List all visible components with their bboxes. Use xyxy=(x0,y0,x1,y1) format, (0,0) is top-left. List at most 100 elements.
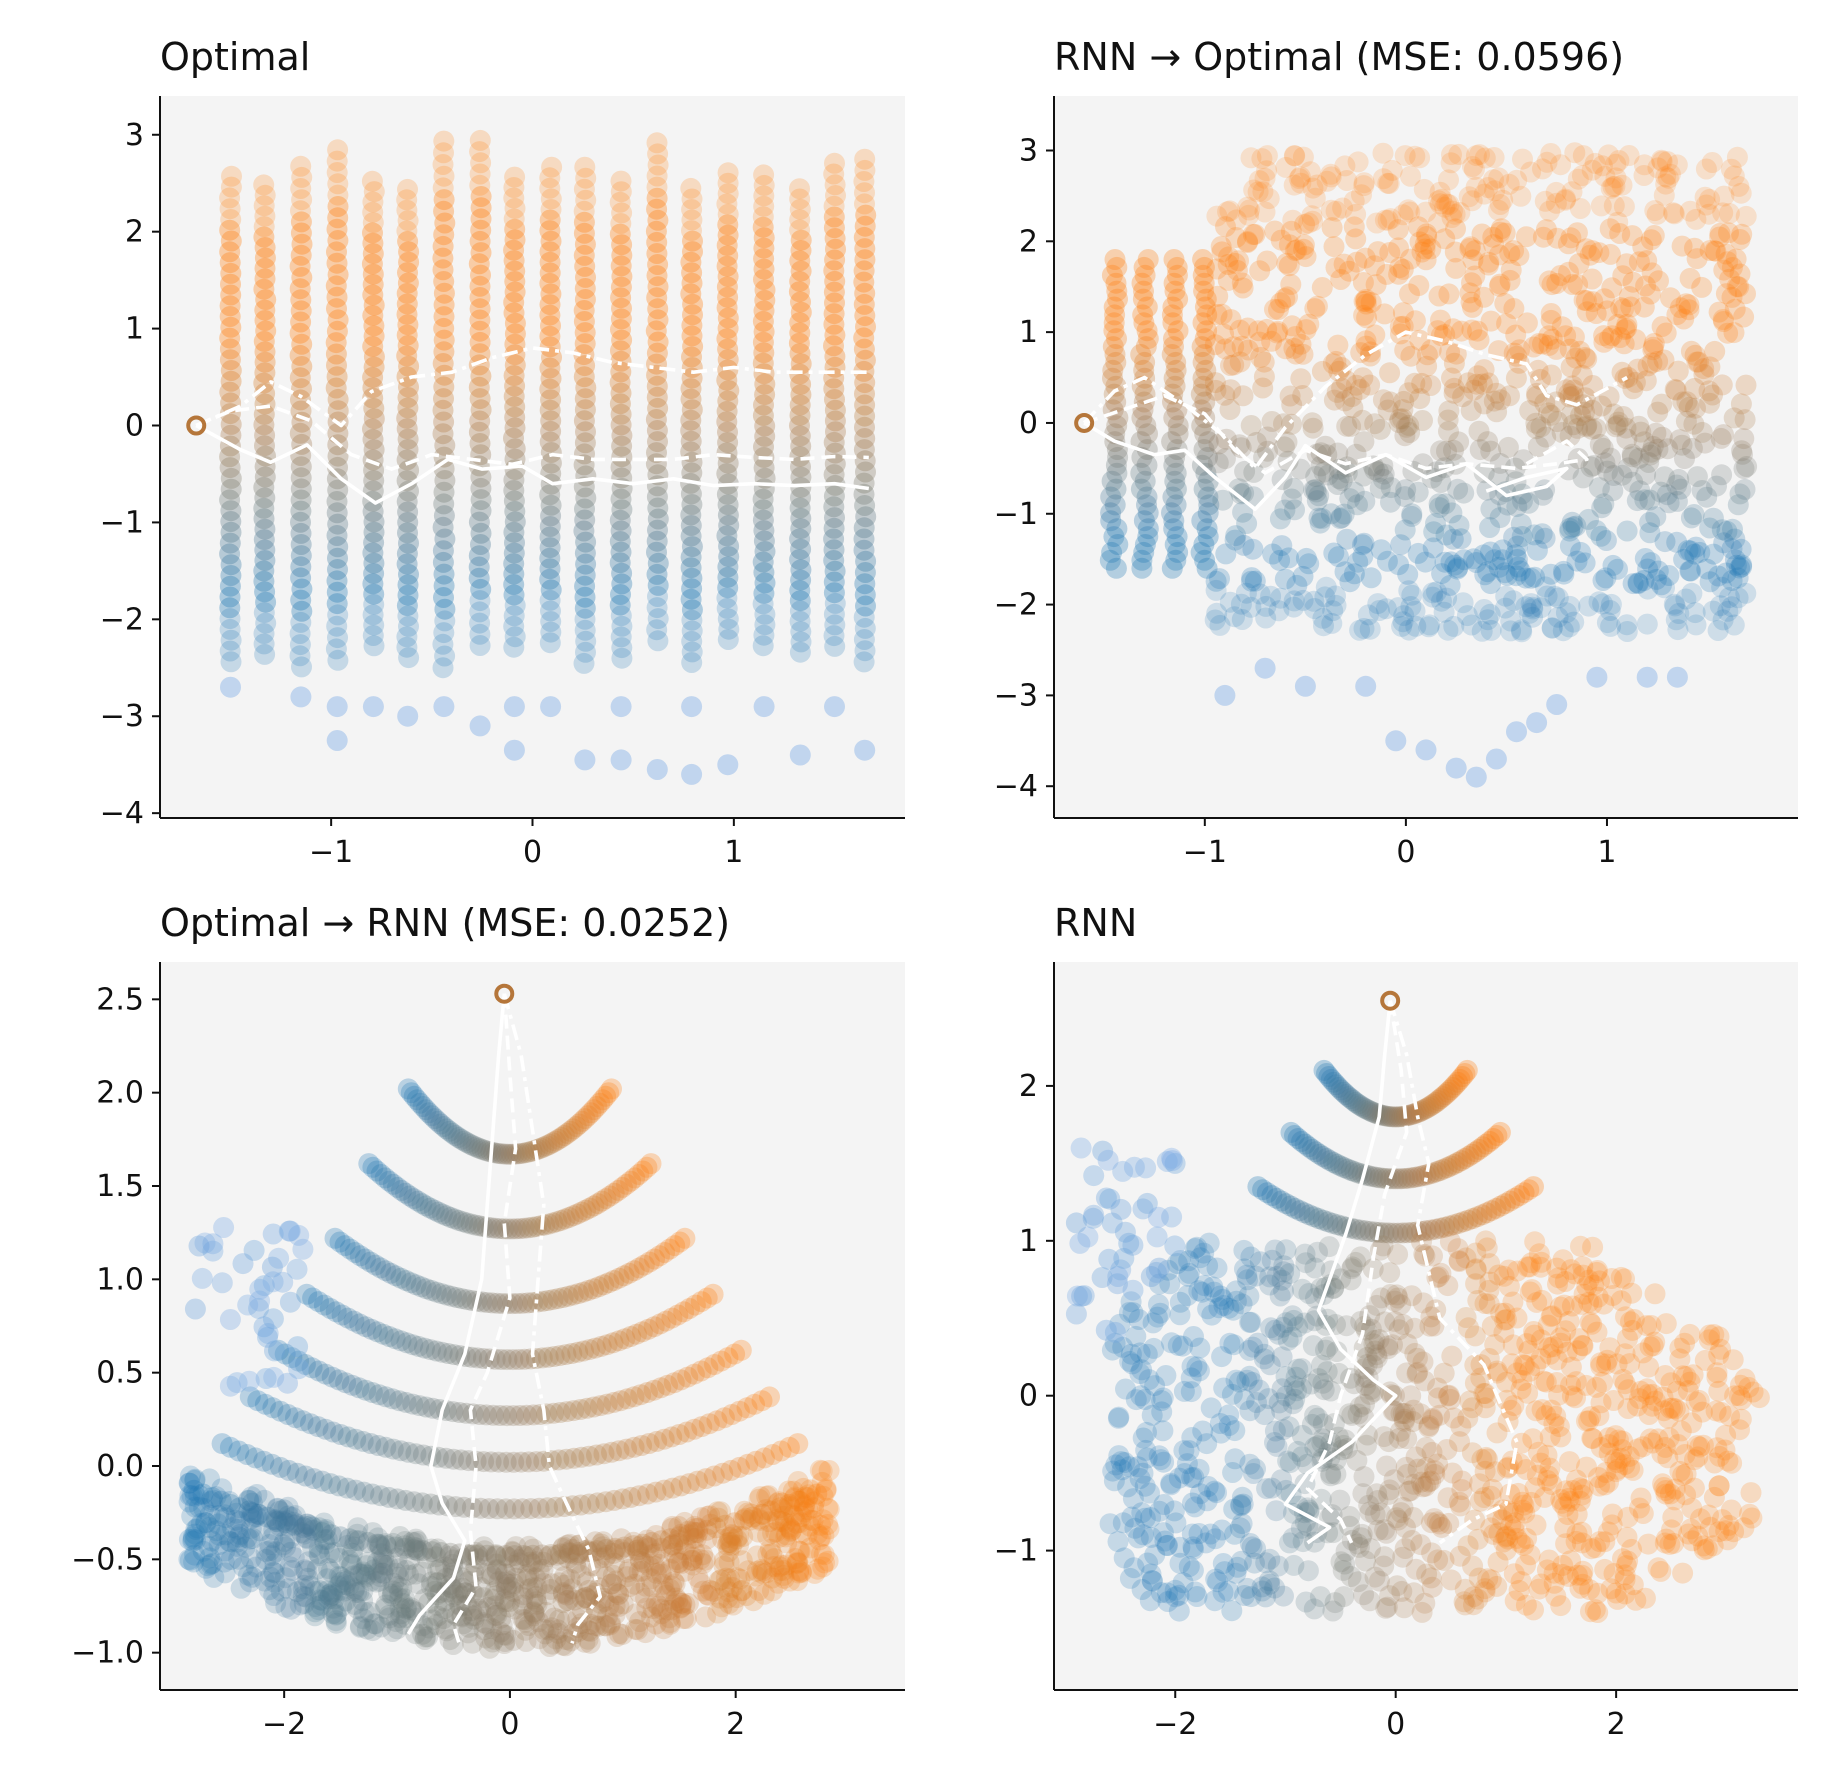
scatter-point xyxy=(592,1531,614,1553)
y-tick-label: −1 xyxy=(994,497,1038,532)
scatter-point xyxy=(780,1520,802,1542)
scatter-point xyxy=(1570,405,1591,427)
scatter-point xyxy=(1419,614,1441,636)
scatter-point xyxy=(1401,503,1423,525)
scatter-point xyxy=(588,1615,610,1637)
scatter-point xyxy=(753,248,775,270)
scatter-point xyxy=(1360,567,1382,589)
scatter-point xyxy=(539,547,561,569)
scatter-point xyxy=(728,1534,749,1556)
scatter-point xyxy=(1499,1190,1521,1212)
scatter-point xyxy=(647,154,669,176)
scatter-point xyxy=(662,1477,684,1499)
scatter-point xyxy=(313,1529,335,1551)
scatter-point xyxy=(680,525,702,547)
scatter-point xyxy=(313,1512,335,1534)
scatter-point xyxy=(1571,364,1593,386)
scatter-point xyxy=(1380,491,1401,513)
scatter-point xyxy=(347,1517,369,1539)
scatter-point xyxy=(355,1564,377,1586)
scatter-point xyxy=(1390,1402,1412,1424)
scatter-point xyxy=(254,581,276,603)
scatter-point xyxy=(1434,551,1456,573)
scatter-point xyxy=(1384,1290,1406,1312)
scatter-point xyxy=(1589,1531,1611,1553)
scatter-point xyxy=(1247,1176,1269,1198)
scatter-point xyxy=(485,1553,507,1575)
scatter-point xyxy=(1127,1456,1149,1478)
scatter-point xyxy=(1411,241,1433,263)
scatter-point xyxy=(1195,359,1217,381)
scatter-point xyxy=(1404,1317,1426,1339)
scatter-point xyxy=(673,1301,695,1323)
scatter-point xyxy=(1375,598,1397,620)
scatter-point xyxy=(504,511,526,533)
scatter-point xyxy=(1252,1179,1274,1201)
scatter-point xyxy=(444,1208,466,1230)
scatter-point xyxy=(1607,1588,1628,1610)
scatter-point xyxy=(1546,694,1568,715)
scatter-point xyxy=(1415,1220,1437,1242)
scatter-point xyxy=(1311,1354,1332,1376)
scatter-point xyxy=(1438,194,1460,216)
scatter-point xyxy=(1268,1323,1290,1345)
scatter-point xyxy=(1539,1426,1561,1448)
scatter-point xyxy=(329,1231,351,1253)
scatter-point xyxy=(646,342,668,364)
scatter-point xyxy=(1655,173,1677,195)
scatter-point xyxy=(1196,557,1218,579)
scatter-point xyxy=(663,1593,685,1615)
scatter-point xyxy=(1186,1586,1208,1607)
scatter-point xyxy=(441,1285,463,1307)
scatter-point xyxy=(1462,249,1484,271)
scatter-point xyxy=(289,255,311,277)
scatter-point xyxy=(807,1558,829,1580)
scatter-point xyxy=(1340,1088,1362,1110)
scatter-point xyxy=(1305,481,1327,503)
scatter-point xyxy=(592,1536,613,1558)
scatter-point xyxy=(472,1216,494,1238)
scatter-point xyxy=(1320,199,1342,221)
scatter-point xyxy=(1571,1564,1593,1586)
scatter-point xyxy=(1565,515,1587,537)
scatter-point xyxy=(789,549,811,570)
scatter-point xyxy=(695,1468,717,1490)
scatter-point xyxy=(1699,1324,1721,1346)
scatter-point xyxy=(1383,1168,1405,1190)
scatter-point xyxy=(1303,590,1325,612)
scatter-point xyxy=(645,1562,667,1584)
scatter-point xyxy=(563,1447,585,1469)
scatter-point xyxy=(411,1193,433,1215)
scatter-point xyxy=(1520,1491,1542,1513)
scatter-point xyxy=(1367,1490,1389,1511)
scatter-point xyxy=(1675,1484,1697,1506)
scatter-point xyxy=(1168,1600,1190,1622)
scatter-point xyxy=(325,1604,347,1626)
scatter-point xyxy=(371,1543,393,1565)
scatter-point xyxy=(1322,353,1344,375)
scatter-point xyxy=(302,1519,324,1541)
scatter-point xyxy=(259,1566,281,1588)
y-tick-label: 2.0 xyxy=(96,1076,144,1111)
scatter-point xyxy=(1140,1507,1162,1528)
scatter-point xyxy=(553,1583,574,1605)
scatter-point xyxy=(1312,1372,1334,1394)
scatter-point xyxy=(1555,602,1577,624)
scatter-point xyxy=(242,1528,264,1550)
scatter-point xyxy=(675,1608,697,1629)
scatter-point xyxy=(504,271,526,292)
scatter-point xyxy=(760,1500,782,1522)
scatter-point xyxy=(1554,189,1576,211)
scatter-point xyxy=(1640,441,1662,463)
scatter-point xyxy=(1327,546,1349,568)
scatter-point xyxy=(318,1558,339,1579)
scatter-point xyxy=(221,165,242,187)
scatter-point xyxy=(1135,336,1157,358)
scatter-point xyxy=(789,641,811,663)
scatter-point xyxy=(713,1407,735,1429)
scatter-point xyxy=(409,1092,431,1114)
origin-marker xyxy=(494,983,515,1004)
scatter-point xyxy=(854,148,876,170)
scatter-point xyxy=(1421,1441,1443,1463)
scatter-point xyxy=(1353,304,1375,326)
